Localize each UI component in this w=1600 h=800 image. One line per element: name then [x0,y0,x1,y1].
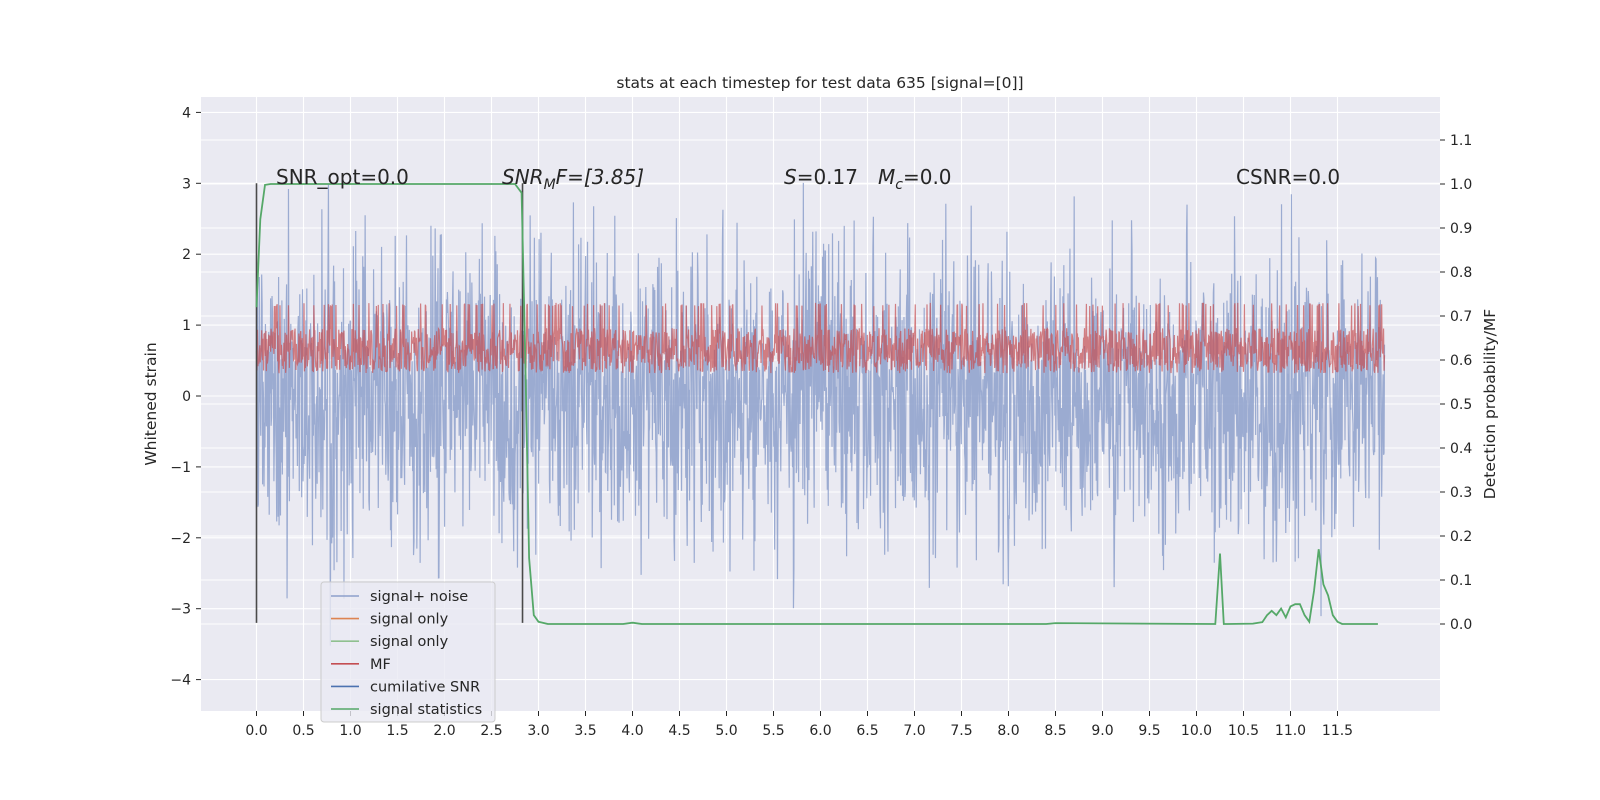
y-tick-label-left: −1 [170,460,191,476]
y-tick-label-right: 0.4 [1450,441,1472,457]
x-tick-label: 4.0 [621,723,643,739]
y-tick-label-right: 1.0 [1450,177,1472,193]
x-tick-label: 4.5 [668,723,690,739]
y-tick-label-right: 0.0 [1450,617,1472,633]
annotation-snr-opt: SNR_opt=0.0 [276,165,409,189]
y-tick-label-left: 0 [182,389,191,405]
y-tick-label-left: −3 [170,602,191,618]
x-tick-label: 10.0 [1181,723,1212,739]
x-tick-label: 10.5 [1228,723,1259,739]
y-tick-label-left: 2 [182,247,191,263]
y-tick-label-left: 4 [182,105,191,121]
x-tick-label: 9.0 [1091,723,1113,739]
series-line [255,183,1378,625]
x-tick-label: 0.5 [292,723,314,739]
x-tick-label: 3.5 [574,723,596,739]
x-tick-label: 9.5 [1138,723,1160,739]
legend-label: signal only [370,612,449,628]
x-tick-label: 11.5 [1322,723,1353,739]
x-tick-label: 8.5 [1044,723,1066,739]
legend-label: signal only [370,634,449,650]
annotation-mc: Mc=0.0 [878,165,952,193]
annotation-mc-label: M [878,165,895,189]
annotation-s: S=0.17 [784,165,858,189]
legend-label: signal statistics [370,702,482,718]
annotation-snr-mf-sub: M [544,177,556,193]
annotation-mc-value: =0.0 [903,165,952,189]
y-tick-label-left: −4 [170,673,191,689]
annotation-s-value: =0.17 [797,165,858,189]
legend: signal+ noise signal only signal only MF cum… [320,581,496,723]
annotation-csnr: CSNR=0.0 [1236,165,1340,189]
x-tick-label: 2.0 [433,723,455,739]
y-tick-label-right: 0.8 [1450,265,1472,281]
annotation-mc-sub: c [895,177,903,193]
legend-label: signal+ noise [370,589,468,605]
annotation-s-label: S [784,165,797,189]
y-tick-label-left: −2 [170,531,191,547]
x-tick-label: 8.0 [997,723,1019,739]
x-tick-label: 7.5 [950,723,972,739]
annotation-snr-mf-suffix: F=[3.85] [556,165,644,189]
y-tick-label-right: 0.6 [1450,353,1472,369]
annotations: SNR_opt=0.0 SNRMF=[3.85] S=0.17 Mc=0.0 C… [276,165,1340,193]
series-layer [255,183,1378,625]
y-tick-label-right: 0.1 [1450,573,1472,589]
y-tick-label-right: 0.5 [1450,397,1472,413]
x-tick-label: 6.0 [809,723,831,739]
x-tick-label: 0.0 [245,723,267,739]
x-tick-label: 11.0 [1275,723,1306,739]
x-tick-label: 5.5 [762,723,784,739]
annotation-snr-mf-prefix: SNR [502,165,544,189]
legend-entries: signal+ noise signal only signal only MF cum… [331,589,482,718]
x-tick-label: 6.5 [856,723,878,739]
tick-layer: 0.0 0.5 1.0 1.5 2.0 2.5 3.0 3.5 4.0 4.5 5.0 5.5 6.0 6… [170,105,1472,739]
legend-label: cumilative SNR [370,679,480,695]
x-tick-label: 1.0 [339,723,361,739]
mf-trace [255,302,1386,374]
y-tick-label-right: 1.1 [1450,133,1472,149]
y-tick-label-right: 0.3 [1450,485,1472,501]
x-tick-label: 1.5 [386,723,408,739]
mf-line [255,302,1386,374]
y-axis-label-right: Detection probability/MF [1481,309,1499,500]
y-tick-label-right: 0.9 [1450,221,1472,237]
x-tick-label: 7.0 [903,723,925,739]
y-tick-label-left: 3 [182,176,191,192]
chart-title: stats at each timestep for test data 635… [616,74,1023,92]
y-axis-label-left: Whitened strain [142,342,160,465]
x-tick-label: 2.5 [480,723,502,739]
y-tick-label-left: 1 [182,318,191,334]
x-tick-label: 3.0 [527,723,549,739]
annotation-snr-mf: SNRMF=[3.85] [502,165,644,193]
y-tick-label-right: 0.7 [1450,309,1472,325]
x-tick-label: 5.0 [715,723,737,739]
legend-frame [320,581,496,723]
y-tick-label-right: 0.2 [1450,529,1472,545]
legend-label: MF [370,657,391,673]
